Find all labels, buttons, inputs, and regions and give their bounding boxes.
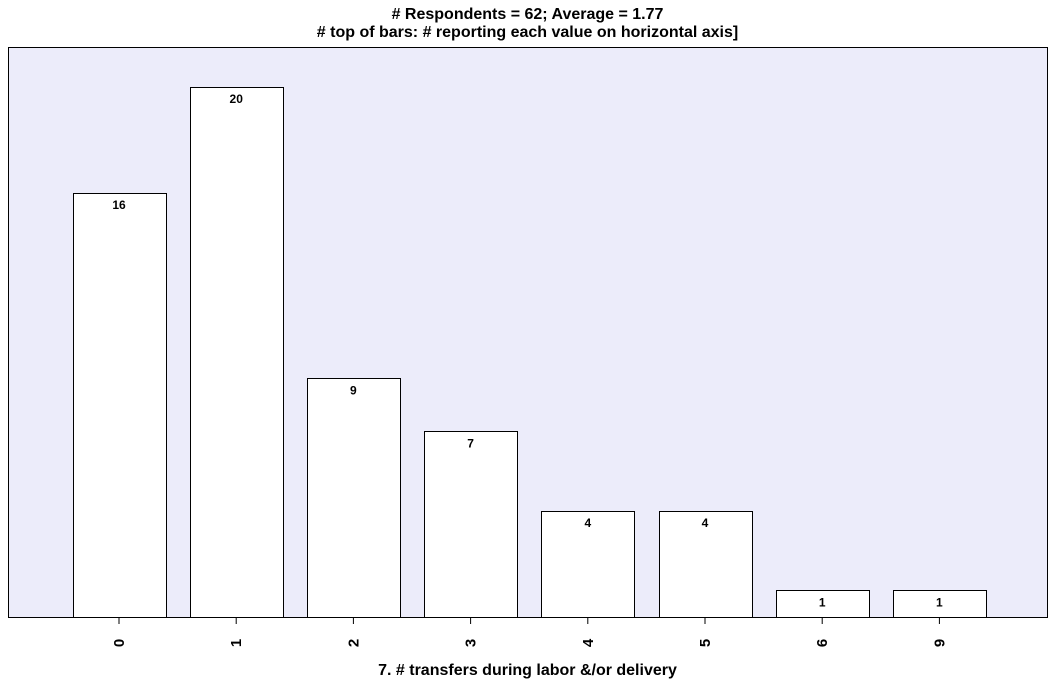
chart-subtitle: # top of bars: # reporting each value on… — [316, 24, 739, 41]
chart-title: # Respondents = 62; Average = 1.77 — [391, 6, 664, 23]
x-tick-label-3: 3 — [463, 639, 480, 647]
data-label-2: 9 — [350, 383, 357, 397]
data-label-6: 1 — [819, 595, 826, 609]
x-tick-label-0: 0 — [111, 639, 128, 647]
bar-5 — [659, 511, 753, 618]
x-tick-label-9: 9 — [931, 639, 948, 647]
bar-0 — [73, 193, 167, 618]
data-label-9: 1 — [936, 595, 943, 609]
bar-2 — [307, 378, 401, 618]
data-label-1: 20 — [230, 92, 244, 106]
x-tick-label-5: 5 — [697, 639, 714, 647]
bar-4 — [541, 511, 635, 618]
bar-6 — [776, 590, 870, 618]
data-label-3: 7 — [467, 436, 474, 450]
data-label-0: 16 — [112, 198, 126, 212]
x-tick-label-2: 2 — [345, 639, 362, 647]
plot-area — [8, 47, 1048, 618]
bar-9 — [893, 590, 987, 618]
bar-1 — [190, 87, 284, 618]
x-tick-label-6: 6 — [814, 639, 831, 647]
x-axis-label: 7. # transfers during labor &/or deliver… — [378, 662, 677, 679]
data-label-5: 4 — [702, 516, 709, 530]
x-tick-label-1: 1 — [228, 639, 245, 647]
bar-3 — [424, 431, 518, 618]
data-label-4: 4 — [584, 516, 591, 530]
x-tick-label-4: 4 — [580, 638, 597, 647]
